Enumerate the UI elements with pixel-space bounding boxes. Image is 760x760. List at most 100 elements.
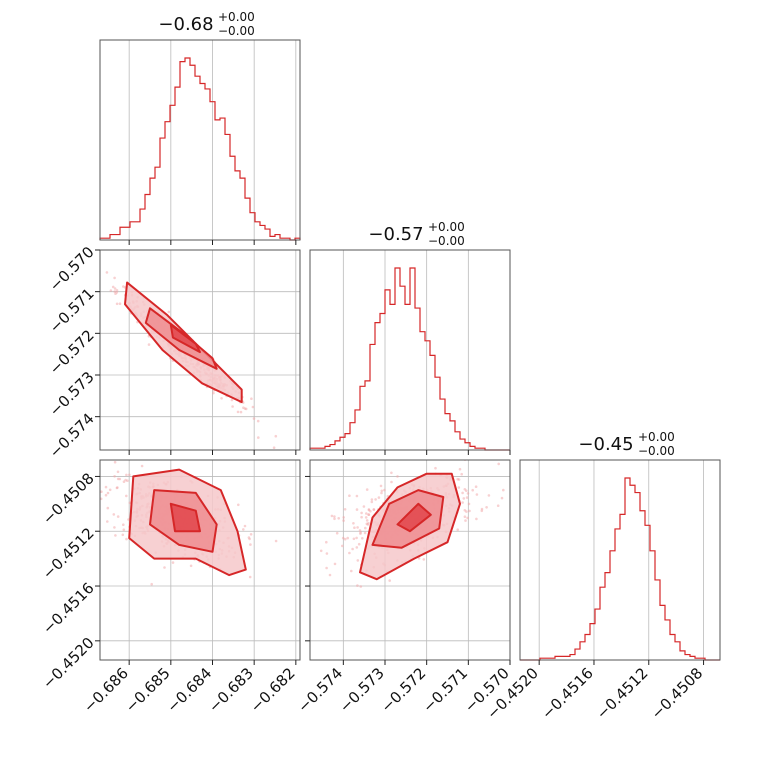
- sample-point: [374, 498, 377, 501]
- sample-point: [342, 516, 346, 519]
- sample-point: [463, 515, 467, 518]
- title-upper-error: +0.00: [428, 220, 465, 234]
- sample-point: [463, 509, 467, 512]
- contour-inner: [169, 324, 201, 354]
- scatter-panel-p2-vs-p1: −0.574−0.573−0.572−0.571−0.570: [271, 455, 513, 716]
- sample-point: [468, 509, 471, 513]
- sample-point: [388, 579, 392, 582]
- sample-point: [248, 575, 252, 579]
- sample-point: [113, 475, 116, 478]
- sample-point: [109, 289, 113, 292]
- sample-point: [461, 491, 464, 495]
- sample-point: [100, 497, 103, 501]
- x-tick-label: −0.685: [122, 664, 174, 716]
- sample-point: [125, 473, 128, 477]
- y-tick-label: −0.574: [46, 410, 98, 462]
- title-lower-error: −0.00: [428, 234, 465, 248]
- sample-point: [122, 528, 126, 531]
- sample-point: [127, 518, 130, 521]
- sample-point: [325, 552, 329, 555]
- sample-point: [356, 559, 360, 562]
- sample-point: [343, 537, 347, 541]
- sample-point: [445, 455, 448, 458]
- sample-point: [460, 472, 464, 476]
- sample-point: [125, 494, 128, 498]
- sample-point: [372, 508, 376, 511]
- sample-point: [496, 504, 500, 508]
- sample-point: [359, 585, 363, 588]
- sample-point: [271, 559, 274, 562]
- sample-point: [367, 513, 371, 516]
- sample-point: [380, 491, 383, 495]
- sample-point: [461, 501, 464, 504]
- x-tick-label: −0.572: [378, 664, 430, 716]
- sample-point: [124, 478, 127, 482]
- sample-point: [466, 492, 470, 495]
- sample-point: [475, 517, 478, 521]
- sample-point: [94, 275, 97, 278]
- sample-point: [140, 464, 144, 468]
- sample-point: [422, 558, 426, 561]
- sample-point: [108, 488, 112, 492]
- title-upper-error: +0.00: [638, 430, 675, 444]
- sample-point: [113, 460, 117, 464]
- panel-title-p1: −0.57 +0.00−0.00: [368, 220, 464, 248]
- scatter-panel-p2-vs-p0: −0.686−0.685−0.684−0.683−0.682−0.4520−0.…: [39, 459, 301, 716]
- panel-frame: [99, 459, 301, 661]
- sample-point: [463, 488, 467, 491]
- y-tick-label: −0.4508: [39, 469, 98, 528]
- sample-point: [115, 289, 119, 292]
- sample-point: [365, 488, 369, 491]
- sample-point: [352, 522, 355, 525]
- panel-frame: [309, 459, 511, 661]
- hist-panel-p1: −0.57 +0.00−0.00: [309, 220, 511, 455]
- sample-point: [106, 520, 109, 523]
- grid-lines: [342, 250, 469, 450]
- sample-point: [500, 496, 504, 500]
- sample-point: [497, 462, 501, 466]
- x-tick-label: −0.571: [419, 664, 471, 716]
- sample-point: [396, 475, 399, 478]
- sample-point: [121, 533, 125, 537]
- sample-point: [364, 526, 367, 530]
- hist-panel-p0: −0.68 +0.00−0.00: [99, 10, 301, 245]
- contour-inner: [396, 502, 432, 533]
- sample-point: [350, 569, 353, 573]
- sample-point: [480, 509, 484, 513]
- sample-point: [337, 517, 341, 520]
- contour-inner: [169, 502, 201, 533]
- sample-point: [458, 467, 462, 471]
- sample-point: [358, 529, 362, 532]
- sample-point: [467, 502, 471, 506]
- sample-point: [360, 511, 363, 515]
- sample-point: [274, 434, 278, 438]
- sample-point: [115, 291, 119, 294]
- sample-point: [325, 540, 328, 544]
- sample-point: [370, 500, 374, 504]
- sample-point: [105, 271, 109, 274]
- sample-point: [116, 477, 120, 481]
- sample-point: [417, 557, 421, 560]
- sample-point: [462, 497, 466, 500]
- sample-point: [380, 489, 384, 493]
- sample-point: [304, 582, 307, 585]
- sample-point: [348, 494, 351, 498]
- title-lower-error: −0.00: [218, 24, 255, 38]
- sample-point: [252, 417, 256, 420]
- sample-point: [333, 562, 337, 566]
- sample-point: [330, 514, 334, 518]
- sample-point: [242, 528, 245, 531]
- sample-point: [356, 584, 359, 587]
- title-value: −0.45: [578, 434, 633, 455]
- sample-point: [125, 537, 128, 541]
- sample-point: [87, 508, 90, 511]
- sample-point: [359, 532, 362, 535]
- sample-point: [366, 523, 370, 526]
- sample-point: [248, 537, 251, 541]
- x-tick-label: −0.4516: [538, 664, 597, 723]
- sample-point: [343, 508, 347, 511]
- sample-point: [96, 508, 99, 511]
- sample-point: [367, 508, 371, 511]
- sample-point: [434, 466, 437, 470]
- sample-point: [116, 486, 119, 489]
